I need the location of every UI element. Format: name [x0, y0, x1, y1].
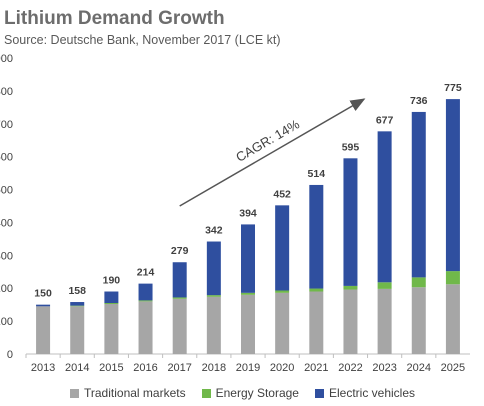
bar-energy-storage-2021	[309, 288, 324, 292]
data-label-2022: 595	[342, 141, 360, 153]
bar-energy-storage-2015	[104, 303, 119, 305]
bar-electric-vehicles-2018	[206, 241, 221, 296]
y-tick-label-0: 0	[7, 349, 13, 361]
y-tick-label-2: 200	[0, 283, 13, 295]
bar-energy-storage-2020	[275, 290, 290, 293]
x-tick-label-2021: 2021	[304, 362, 328, 374]
bar-traditional-markets-2024	[411, 287, 426, 354]
bar-electric-vehicles-2019	[241, 224, 255, 293]
y-tick-label-4: 400	[0, 217, 13, 229]
bar-traditional-markets-2020	[275, 292, 290, 354]
data-label-2018: 342	[205, 225, 223, 237]
bar-traditional-markets-2022	[343, 289, 358, 354]
bar-energy-storage-2019	[241, 292, 255, 295]
bar-electric-vehicles-2016	[138, 283, 153, 301]
x-tick-label-2020: 2020	[270, 362, 294, 374]
data-label-2016: 214	[137, 267, 155, 279]
chart-legend: Traditional markets Energy Storage Electri…	[70, 386, 415, 400]
data-label-2014: 158	[68, 285, 86, 297]
legend-label: Energy Storage	[215, 386, 299, 400]
bar-electric-vehicles-2024	[411, 111, 426, 278]
bar-energy-storage-2016	[138, 300, 153, 302]
data-label-2015: 190	[103, 275, 121, 287]
data-label-2017: 279	[171, 245, 189, 257]
y-tick-label-6: 600	[0, 152, 13, 164]
x-tick-label-2018: 2018	[202, 362, 226, 374]
bar-traditional-markets-2018	[206, 296, 221, 354]
legend-item-electric-vehicles: Electric vehicles	[314, 386, 416, 400]
bar-traditional-markets-2021	[309, 291, 324, 354]
bar-traditional-markets-2016	[138, 301, 153, 354]
data-label-2023: 677	[376, 114, 394, 126]
bar-electric-vehicles-2017	[172, 262, 187, 298]
bar-electric-vehicles-2013	[36, 304, 51, 307]
y-tick-label-5: 500	[0, 185, 13, 197]
x-tick-label-2013: 2013	[31, 362, 55, 374]
data-label-2024: 736	[410, 95, 428, 107]
legend-swatch	[201, 388, 211, 398]
bar-traditional-markets-2025	[445, 284, 460, 354]
bar-energy-storage-2025	[445, 271, 460, 285]
x-tick-label-2019: 2019	[236, 362, 260, 374]
bar-energy-storage-2024	[411, 277, 426, 288]
y-tick-label-9: 900	[0, 53, 13, 65]
bar-electric-vehicles-2025	[445, 99, 460, 272]
legend-label: Electric vehicles	[328, 386, 416, 400]
x-tick-label-2016: 2016	[133, 362, 157, 374]
legend-item-energy-storage: Energy Storage	[201, 386, 299, 400]
x-tick-label-2017: 2017	[167, 362, 191, 374]
data-label-2013: 150	[34, 288, 52, 300]
bar-energy-storage-2017	[172, 297, 187, 299]
cagr-arrow	[179, 98, 366, 207]
y-tick-label-8: 800	[0, 86, 13, 98]
bar-electric-vehicles-2021	[309, 184, 324, 289]
x-tick-label-2015: 2015	[99, 362, 123, 374]
x-tick-label-2024: 2024	[407, 362, 431, 374]
x-tick-label-2023: 2023	[372, 362, 396, 374]
bar-energy-storage-2023	[377, 282, 392, 289]
data-label-2021: 514	[308, 168, 326, 180]
bar-traditional-markets-2019	[241, 294, 255, 354]
bar-electric-vehicles-2022	[343, 158, 358, 286]
x-tick-label-2014: 2014	[65, 362, 89, 374]
bar-traditional-markets-2015	[104, 304, 119, 354]
legend-item-traditional-markets: Traditional markets	[70, 386, 186, 400]
bar-electric-vehicles-2020	[275, 205, 290, 291]
x-tick-label-2022: 2022	[338, 362, 362, 374]
data-label-2019: 394	[239, 207, 257, 219]
chart-title: Lithium Demand Growth	[4, 8, 225, 29]
bar-traditional-markets-2014	[70, 306, 85, 354]
bar-traditional-markets-2023	[377, 288, 392, 354]
legend-swatch	[314, 388, 324, 398]
y-tick-label-3: 300	[0, 250, 13, 262]
bar-traditional-markets-2013	[36, 306, 51, 354]
chart-area: 0 100 200 300 400 500 600 700 800 900 2013 2014 2015…	[0, 53, 470, 374]
bar-traditional-markets-2017	[172, 298, 187, 354]
x-tick-label-2025: 2025	[441, 362, 465, 374]
data-label-2025: 775	[444, 82, 462, 94]
y-tick-label-1: 100	[0, 316, 13, 328]
bar-electric-vehicles-2023	[377, 131, 392, 283]
bar-energy-storage-2014	[70, 305, 85, 307]
bar-electric-vehicles-2015	[104, 291, 119, 304]
bar-energy-storage-2022	[343, 285, 358, 290]
y-tick-label-7: 700	[0, 119, 13, 131]
legend-label: Traditional markets	[84, 386, 186, 400]
legend-swatch	[70, 388, 79, 398]
chart-subtitle: Source: Deutsche Bank, November 2017 (LC…	[4, 33, 281, 47]
bar-energy-storage-2018	[206, 295, 221, 297]
data-label-2020: 452	[273, 188, 291, 200]
bar-electric-vehicles-2014	[70, 302, 85, 306]
